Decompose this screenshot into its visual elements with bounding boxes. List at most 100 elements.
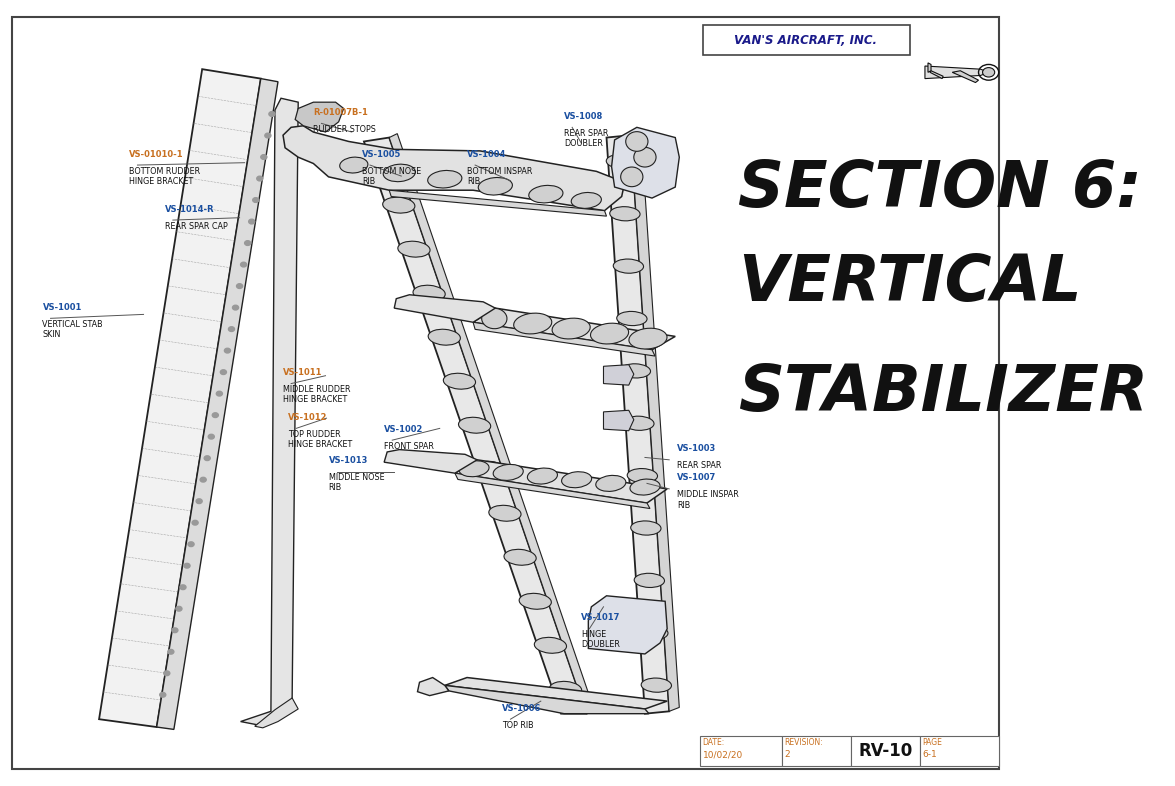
Circle shape xyxy=(208,435,214,439)
Ellipse shape xyxy=(627,468,658,483)
Polygon shape xyxy=(283,126,625,211)
Ellipse shape xyxy=(529,185,563,203)
Ellipse shape xyxy=(624,416,654,431)
FancyBboxPatch shape xyxy=(703,25,909,55)
Ellipse shape xyxy=(620,364,651,378)
Ellipse shape xyxy=(528,468,557,484)
Polygon shape xyxy=(929,71,944,79)
Polygon shape xyxy=(474,322,654,356)
Text: VS-1012: VS-1012 xyxy=(288,413,328,422)
Circle shape xyxy=(172,628,177,633)
Polygon shape xyxy=(255,698,298,728)
Bar xyxy=(851,736,920,766)
Circle shape xyxy=(982,68,995,77)
Text: MIDDLE INSPAR
RIB: MIDDLE INSPAR RIB xyxy=(677,490,739,509)
Text: VS-1008: VS-1008 xyxy=(564,112,603,121)
Text: VS-1011: VS-1011 xyxy=(283,368,323,377)
Polygon shape xyxy=(474,308,676,350)
Ellipse shape xyxy=(626,131,647,151)
Polygon shape xyxy=(389,190,606,216)
Text: TOP RIB: TOP RIB xyxy=(503,721,533,729)
Circle shape xyxy=(213,413,219,417)
Text: MIDDLE RUDDER
HINGE BRACKET: MIDDLE RUDDER HINGE BRACKET xyxy=(283,385,350,404)
Circle shape xyxy=(228,327,235,332)
Circle shape xyxy=(236,284,242,288)
Bar xyxy=(920,736,999,766)
Text: R-01007B-1: R-01007B-1 xyxy=(314,108,368,117)
Text: BOTTOM INSPAR
RIB: BOTTOM INSPAR RIB xyxy=(466,167,532,185)
Ellipse shape xyxy=(519,593,551,609)
Text: 10/02/20: 10/02/20 xyxy=(703,750,743,759)
Ellipse shape xyxy=(482,308,506,329)
Bar xyxy=(699,736,783,766)
Ellipse shape xyxy=(620,167,643,187)
Circle shape xyxy=(196,499,202,504)
Ellipse shape xyxy=(458,417,491,433)
Polygon shape xyxy=(445,678,667,709)
Circle shape xyxy=(204,456,210,461)
Ellipse shape xyxy=(478,178,512,195)
Ellipse shape xyxy=(596,476,626,491)
Circle shape xyxy=(163,671,170,676)
Ellipse shape xyxy=(504,549,536,565)
Text: 6-1: 6-1 xyxy=(922,750,936,759)
Circle shape xyxy=(176,606,182,611)
Ellipse shape xyxy=(428,329,461,345)
Polygon shape xyxy=(395,295,496,322)
Text: 2: 2 xyxy=(785,750,790,759)
Circle shape xyxy=(168,649,174,654)
Ellipse shape xyxy=(642,678,671,692)
Circle shape xyxy=(241,263,247,267)
Text: VS-1003: VS-1003 xyxy=(677,444,717,454)
Text: PAGE: PAGE xyxy=(922,738,942,747)
Ellipse shape xyxy=(383,197,415,213)
Text: VS-1004: VS-1004 xyxy=(466,149,506,159)
Text: REVISION:: REVISION: xyxy=(785,738,824,747)
Text: REAR SPAR: REAR SPAR xyxy=(677,461,721,470)
Text: VS-1013: VS-1013 xyxy=(329,456,368,465)
Polygon shape xyxy=(928,63,931,72)
Text: TOP RUDDER
HINGE BRACKET: TOP RUDDER HINGE BRACKET xyxy=(288,430,352,449)
Text: VS-1002: VS-1002 xyxy=(384,424,423,434)
Circle shape xyxy=(261,155,267,160)
Polygon shape xyxy=(455,473,650,509)
Polygon shape xyxy=(445,685,649,714)
Circle shape xyxy=(253,198,258,203)
Polygon shape xyxy=(631,131,679,711)
Ellipse shape xyxy=(606,154,637,168)
Ellipse shape xyxy=(340,157,368,173)
Ellipse shape xyxy=(629,329,667,349)
Text: VS-1017: VS-1017 xyxy=(582,613,620,623)
Ellipse shape xyxy=(443,373,476,389)
Polygon shape xyxy=(611,127,679,198)
Circle shape xyxy=(244,241,250,245)
Circle shape xyxy=(192,520,199,525)
Polygon shape xyxy=(925,66,988,79)
Polygon shape xyxy=(604,410,633,431)
Polygon shape xyxy=(604,365,633,385)
Circle shape xyxy=(249,219,255,224)
Text: STABILIZER: STABILIZER xyxy=(738,362,1148,424)
Circle shape xyxy=(200,477,207,482)
Text: REAR SPAR
DOUBLER: REAR SPAR DOUBLER xyxy=(564,129,609,148)
Ellipse shape xyxy=(638,626,667,640)
Ellipse shape xyxy=(591,323,629,344)
Ellipse shape xyxy=(513,313,552,334)
Ellipse shape xyxy=(489,505,521,521)
Text: VS-1014-R: VS-1014-R xyxy=(165,204,214,214)
Circle shape xyxy=(221,369,227,374)
Ellipse shape xyxy=(428,171,462,188)
Text: VS-1006: VS-1006 xyxy=(503,703,542,713)
Ellipse shape xyxy=(552,318,590,339)
Text: VERTICAL STAB
SKIN: VERTICAL STAB SKIN xyxy=(42,320,103,339)
Polygon shape xyxy=(241,98,298,725)
Ellipse shape xyxy=(617,311,647,325)
Polygon shape xyxy=(364,138,586,714)
Text: DATE:: DATE: xyxy=(703,738,725,747)
Ellipse shape xyxy=(414,285,445,301)
Circle shape xyxy=(264,133,271,138)
Polygon shape xyxy=(389,134,595,714)
Ellipse shape xyxy=(398,241,430,257)
Circle shape xyxy=(257,176,263,181)
Ellipse shape xyxy=(383,164,416,182)
